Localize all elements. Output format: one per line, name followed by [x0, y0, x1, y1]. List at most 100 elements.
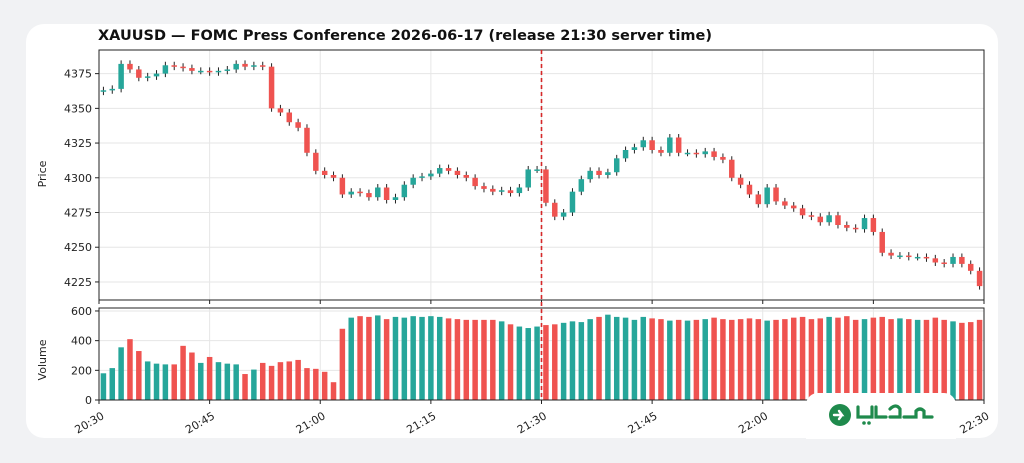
volume-bar [481, 319, 487, 400]
volume-bar [976, 319, 983, 400]
volume-bar [259, 362, 266, 400]
candle-body [206, 70, 213, 73]
volume-bar [410, 316, 416, 400]
candle-body [711, 151, 717, 157]
candle-body [401, 184, 408, 198]
volume-bar [596, 316, 602, 400]
candle-body [330, 175, 337, 178]
candle-body [967, 263, 974, 271]
candle-body [259, 65, 266, 67]
price-y-tick-label: 4375 [64, 68, 92, 81]
x-tick-label: 21:45 [626, 409, 660, 436]
volume-bar [959, 322, 965, 400]
volume-bar [941, 319, 947, 400]
candle-body [808, 215, 815, 217]
volume-bar [348, 317, 354, 400]
volume-bar [295, 359, 301, 400]
volume-bar [357, 316, 363, 400]
volume-bar [215, 362, 222, 400]
volume-bar [737, 319, 744, 400]
candle-body [587, 170, 593, 180]
volume-bar [171, 364, 177, 400]
x-tick-label: 22:30 [958, 409, 992, 436]
candle-body [675, 137, 682, 153]
candle-body [578, 179, 585, 192]
volume-bar [118, 347, 124, 400]
volume-bar [436, 316, 443, 400]
candle-body [162, 65, 169, 74]
volume-bar [844, 316, 850, 400]
candle-body [100, 90, 107, 92]
candle-body [375, 187, 381, 198]
candle-body [640, 140, 647, 148]
candle-body [729, 159, 735, 178]
candle-body [445, 168, 452, 171]
candle-body [428, 173, 434, 177]
volume-bar [543, 325, 549, 400]
volume-bar [454, 319, 461, 400]
volume-bar [631, 319, 638, 400]
candle-body [127, 63, 133, 70]
volume-bar [304, 368, 310, 400]
candle-body [976, 270, 983, 287]
volume-bar [888, 319, 894, 400]
volume-bar [109, 368, 116, 400]
candle-body [596, 170, 602, 175]
volume-y-tick-label: 600 [71, 305, 92, 318]
volume-bar [189, 352, 195, 400]
candle-body [941, 262, 947, 264]
volume-bar [720, 319, 726, 400]
candle-body [180, 66, 186, 69]
candle-body [295, 122, 301, 128]
volume-bar [534, 326, 540, 400]
volume-bar [967, 322, 974, 400]
price-axis-label: Price [36, 160, 49, 187]
candle-body [631, 147, 638, 150]
candle-body [268, 66, 275, 109]
volume-bar [516, 326, 523, 400]
candle-body [463, 175, 470, 178]
candle-body [366, 193, 372, 198]
candle-body [357, 191, 363, 194]
candle-body [242, 63, 248, 67]
volume-axis-label: Volume [36, 339, 49, 380]
candle-body [613, 158, 620, 173]
candle-body [498, 190, 505, 192]
volume-bar [401, 317, 408, 400]
volume-bar [463, 319, 470, 400]
volume-bar [162, 364, 169, 400]
candle-body [799, 208, 806, 216]
volume-bar [605, 314, 611, 400]
price-y-tick-label: 4325 [64, 137, 92, 150]
candle-body [313, 152, 319, 171]
volume-bar [906, 319, 912, 400]
volume-bar [702, 319, 708, 400]
candle-body [782, 201, 788, 206]
candle-body [844, 225, 850, 228]
volume-bar [667, 320, 673, 400]
candle-body [932, 258, 939, 263]
candle-body [870, 218, 877, 232]
candle-body [481, 186, 487, 189]
price-y-tick-label: 4350 [64, 102, 92, 115]
volume-bar [339, 328, 346, 400]
volume-bar [790, 317, 797, 400]
volume-bar [782, 319, 788, 400]
volume-bar [392, 316, 399, 400]
volume-bar [808, 319, 815, 400]
volume-bar [198, 362, 204, 400]
volume-bar [649, 318, 655, 400]
chart-card: XAUUSD — FOMC Press Conference 2026-06-1… [26, 24, 998, 438]
candle-body [454, 170, 461, 175]
candle-body [826, 215, 832, 223]
candle-body [118, 63, 124, 89]
volume-bar [445, 318, 452, 400]
candle-body [658, 150, 664, 153]
volume-bar [242, 374, 248, 400]
volume-bar [127, 339, 133, 400]
candle-body [667, 137, 673, 153]
volume-bar [153, 363, 160, 400]
volume-bar [684, 320, 691, 400]
candle-body [693, 152, 700, 155]
volume-bar [507, 324, 514, 400]
